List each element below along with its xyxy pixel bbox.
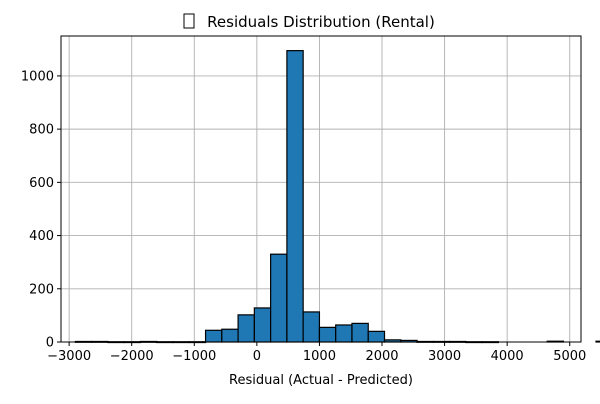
histogram-bar [302, 311, 321, 343]
histogram-bar [286, 50, 304, 343]
x-tick-label: −3000 [47, 349, 91, 364]
y-tick-label: 800 [29, 123, 54, 138]
x-tick-label: 2000 [365, 349, 398, 364]
histogram-bar [204, 329, 223, 343]
x-tick-label: 5000 [553, 349, 586, 364]
missing-glyph-icon [183, 13, 195, 29]
y-tick-label: 200 [29, 282, 54, 297]
grid-lines [61, 36, 581, 343]
chart-title: Residuals Distribution (Rental) [207, 13, 435, 31]
y-tick-label: 0 [46, 336, 54, 351]
histogram-bar [595, 340, 600, 343]
plot-area-frame [60, 35, 582, 343]
x-tick-label: 4000 [491, 349, 524, 364]
x-tick-label: 3000 [428, 349, 461, 364]
histogram-bar [351, 322, 369, 343]
histogram-bar [237, 314, 255, 343]
x-axis-label: Residual (Actual - Predicted) [229, 373, 413, 388]
x-tick-label: 1000 [303, 349, 336, 364]
histogram-bar [335, 324, 353, 343]
histogram-bar [367, 330, 386, 343]
y-tick-label: 1000 [21, 69, 54, 84]
x-tick-label: 0 [253, 349, 261, 364]
y-tick-label: 600 [29, 176, 54, 191]
histogram-bar [221, 328, 239, 343]
histogram-bars [74, 50, 600, 344]
histogram-bar [270, 253, 288, 343]
y-tick-label: 400 [29, 229, 54, 244]
histogram-bar [318, 326, 337, 343]
histogram-bar [253, 307, 272, 343]
axis-ticks: −3000 −2000 −1000 0 1000 2000 3000 4000 5000 0 200… [21, 69, 586, 364]
x-tick-label: −2000 [110, 349, 154, 364]
x-tick-label: −1000 [172, 349, 216, 364]
